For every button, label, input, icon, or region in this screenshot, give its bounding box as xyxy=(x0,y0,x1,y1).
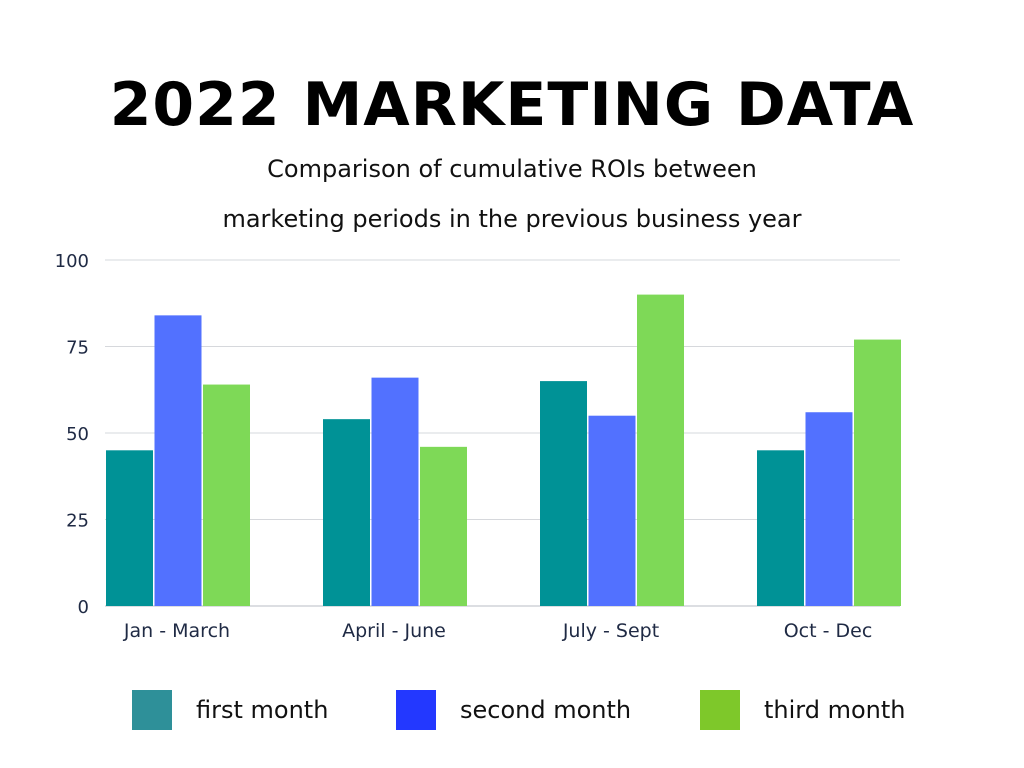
legend-item-first-month: first month xyxy=(132,690,328,730)
y-tick-label: 0 xyxy=(78,597,89,618)
chart-subtitle-line-1: Comparison of cumulative ROIs between xyxy=(267,155,757,183)
bar-second-month-0 xyxy=(154,315,202,606)
x-tick-label: Jan - March xyxy=(123,620,230,642)
legend-item-second-month: second month xyxy=(396,690,631,730)
y-tick-label: 100 xyxy=(55,251,89,272)
x-tick-label: July - Sept xyxy=(562,620,659,642)
bar-second-month-1 xyxy=(371,377,419,606)
legend-swatch-third-month xyxy=(700,690,740,730)
bar-third-month-2 xyxy=(637,294,684,606)
legend-swatch-first-month xyxy=(132,690,172,730)
legend-swatch-second-month xyxy=(396,690,436,730)
bar-first-month-1 xyxy=(323,419,370,606)
bar-first-month-2 xyxy=(540,381,587,606)
x-tick-label: April - June xyxy=(342,620,446,642)
bar-third-month-1 xyxy=(420,446,467,606)
legend-label-second-month: second month xyxy=(460,696,632,724)
y-tick-label: 50 xyxy=(66,424,89,445)
x-tick-label: Oct - Dec xyxy=(784,620,873,642)
bar-first-month-0 xyxy=(106,450,153,606)
bar-third-month-0 xyxy=(203,384,250,606)
bar-first-month-3 xyxy=(757,450,804,606)
chart-subtitle-line-2: marketing periods in the previous busine… xyxy=(222,205,802,233)
chart-title: 2022 MARKETING DATA xyxy=(109,70,915,140)
legend-item-third-month: third month xyxy=(700,690,906,730)
y-tick-label: 75 xyxy=(66,338,89,359)
y-tick-label: 25 xyxy=(66,511,89,532)
legend-label-third-month: third month xyxy=(764,696,906,724)
bar-second-month-2 xyxy=(588,415,636,606)
bar-second-month-3 xyxy=(805,412,853,606)
legend-label-first-month: first month xyxy=(196,696,329,724)
bar-third-month-3 xyxy=(854,339,901,606)
